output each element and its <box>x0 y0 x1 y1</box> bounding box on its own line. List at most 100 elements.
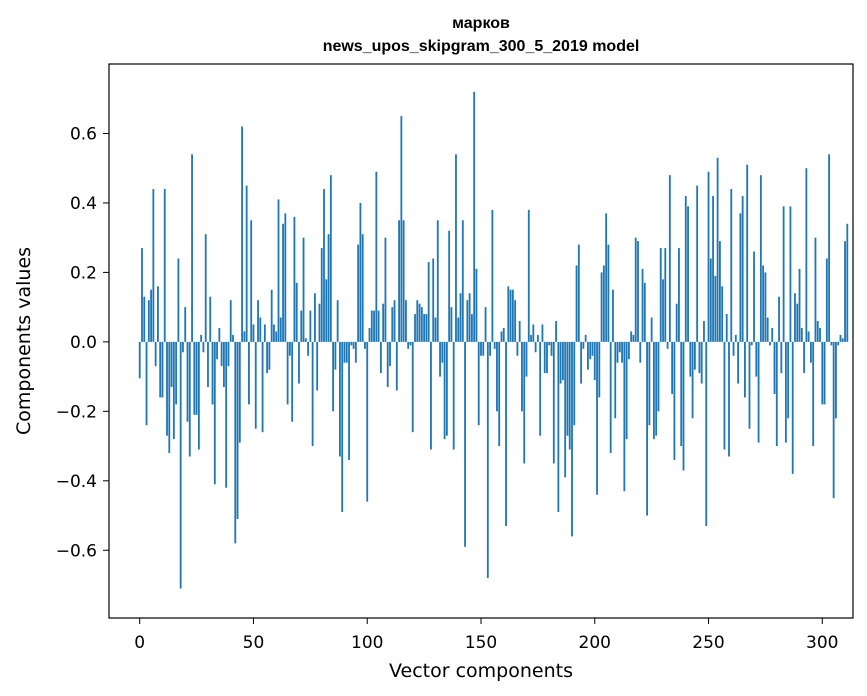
bar <box>348 341 350 460</box>
bar <box>627 341 630 360</box>
bar <box>452 341 455 450</box>
bar <box>455 154 457 342</box>
bar <box>191 154 193 342</box>
bar <box>721 286 724 342</box>
bar <box>505 341 507 526</box>
bar <box>163 189 166 342</box>
bar <box>352 341 355 349</box>
bar <box>234 341 237 544</box>
bar <box>780 341 783 374</box>
bar <box>357 244 360 342</box>
bar <box>832 341 835 499</box>
bar <box>343 341 346 363</box>
bar <box>400 116 403 342</box>
bar <box>814 237 817 342</box>
bar <box>739 213 742 342</box>
bar <box>634 237 637 342</box>
bar <box>534 341 537 353</box>
bar <box>459 293 462 342</box>
bar <box>530 334 532 342</box>
bar <box>480 341 482 356</box>
bar <box>364 341 366 349</box>
bar <box>293 216 296 342</box>
bar <box>482 341 485 356</box>
bar <box>812 341 815 447</box>
bar <box>318 303 321 342</box>
bar <box>525 341 528 377</box>
bar <box>518 321 521 342</box>
bar <box>427 261 430 342</box>
bar <box>177 258 180 342</box>
bar <box>261 341 264 433</box>
bar <box>755 341 758 377</box>
bar <box>632 334 635 342</box>
bar <box>571 341 573 537</box>
bar <box>423 314 426 342</box>
bar <box>425 314 428 342</box>
bar <box>450 307 453 342</box>
x-axis: 0 50 100 150 200 250 300 <box>134 618 839 653</box>
bar <box>796 303 799 342</box>
bar <box>443 341 446 440</box>
bar <box>607 244 610 342</box>
bar <box>393 300 396 342</box>
bar <box>657 341 660 412</box>
bar <box>741 195 744 342</box>
bar <box>370 310 373 342</box>
bar <box>291 341 294 422</box>
bar <box>723 341 726 450</box>
bar <box>197 341 200 450</box>
x-axis-label: Vector components <box>389 660 573 682</box>
bar <box>298 341 300 384</box>
bar <box>684 195 687 342</box>
bar <box>345 341 348 363</box>
bar <box>186 341 189 422</box>
bar <box>327 234 330 342</box>
bar <box>810 341 812 363</box>
bar <box>668 175 671 342</box>
bar <box>473 91 476 342</box>
bar <box>448 230 451 342</box>
bar <box>216 341 218 360</box>
bar <box>612 289 614 342</box>
bar <box>732 341 735 356</box>
bar <box>466 300 469 342</box>
bar <box>386 341 389 388</box>
bar <box>546 341 548 374</box>
bar <box>664 248 667 342</box>
bar <box>773 341 776 394</box>
bar <box>725 314 728 342</box>
bar <box>759 175 762 342</box>
bar <box>359 202 362 342</box>
bar <box>209 296 212 342</box>
bar <box>143 296 146 342</box>
bar <box>509 289 512 342</box>
bar <box>580 341 583 384</box>
bar <box>577 244 580 342</box>
bar <box>591 341 594 356</box>
bar <box>782 206 785 342</box>
bar <box>368 327 371 342</box>
bar <box>314 293 316 342</box>
bar <box>673 341 676 460</box>
bar <box>172 341 175 440</box>
bar <box>737 341 740 384</box>
bar <box>475 268 478 342</box>
bar <box>395 341 398 391</box>
chart-subtitle: news_upos_skipgram_300_5_2019 model <box>323 38 640 55</box>
bar <box>696 185 699 342</box>
bar <box>787 341 790 419</box>
bar <box>384 237 387 342</box>
bar <box>407 341 410 349</box>
bar <box>402 220 405 342</box>
bar <box>248 341 250 405</box>
bar <box>225 341 228 488</box>
bar <box>470 314 473 342</box>
bar <box>548 341 551 346</box>
bar <box>325 279 328 342</box>
bar <box>211 341 214 405</box>
bar <box>502 327 505 342</box>
bar <box>748 341 751 429</box>
bar <box>587 341 589 370</box>
bar <box>602 265 605 342</box>
